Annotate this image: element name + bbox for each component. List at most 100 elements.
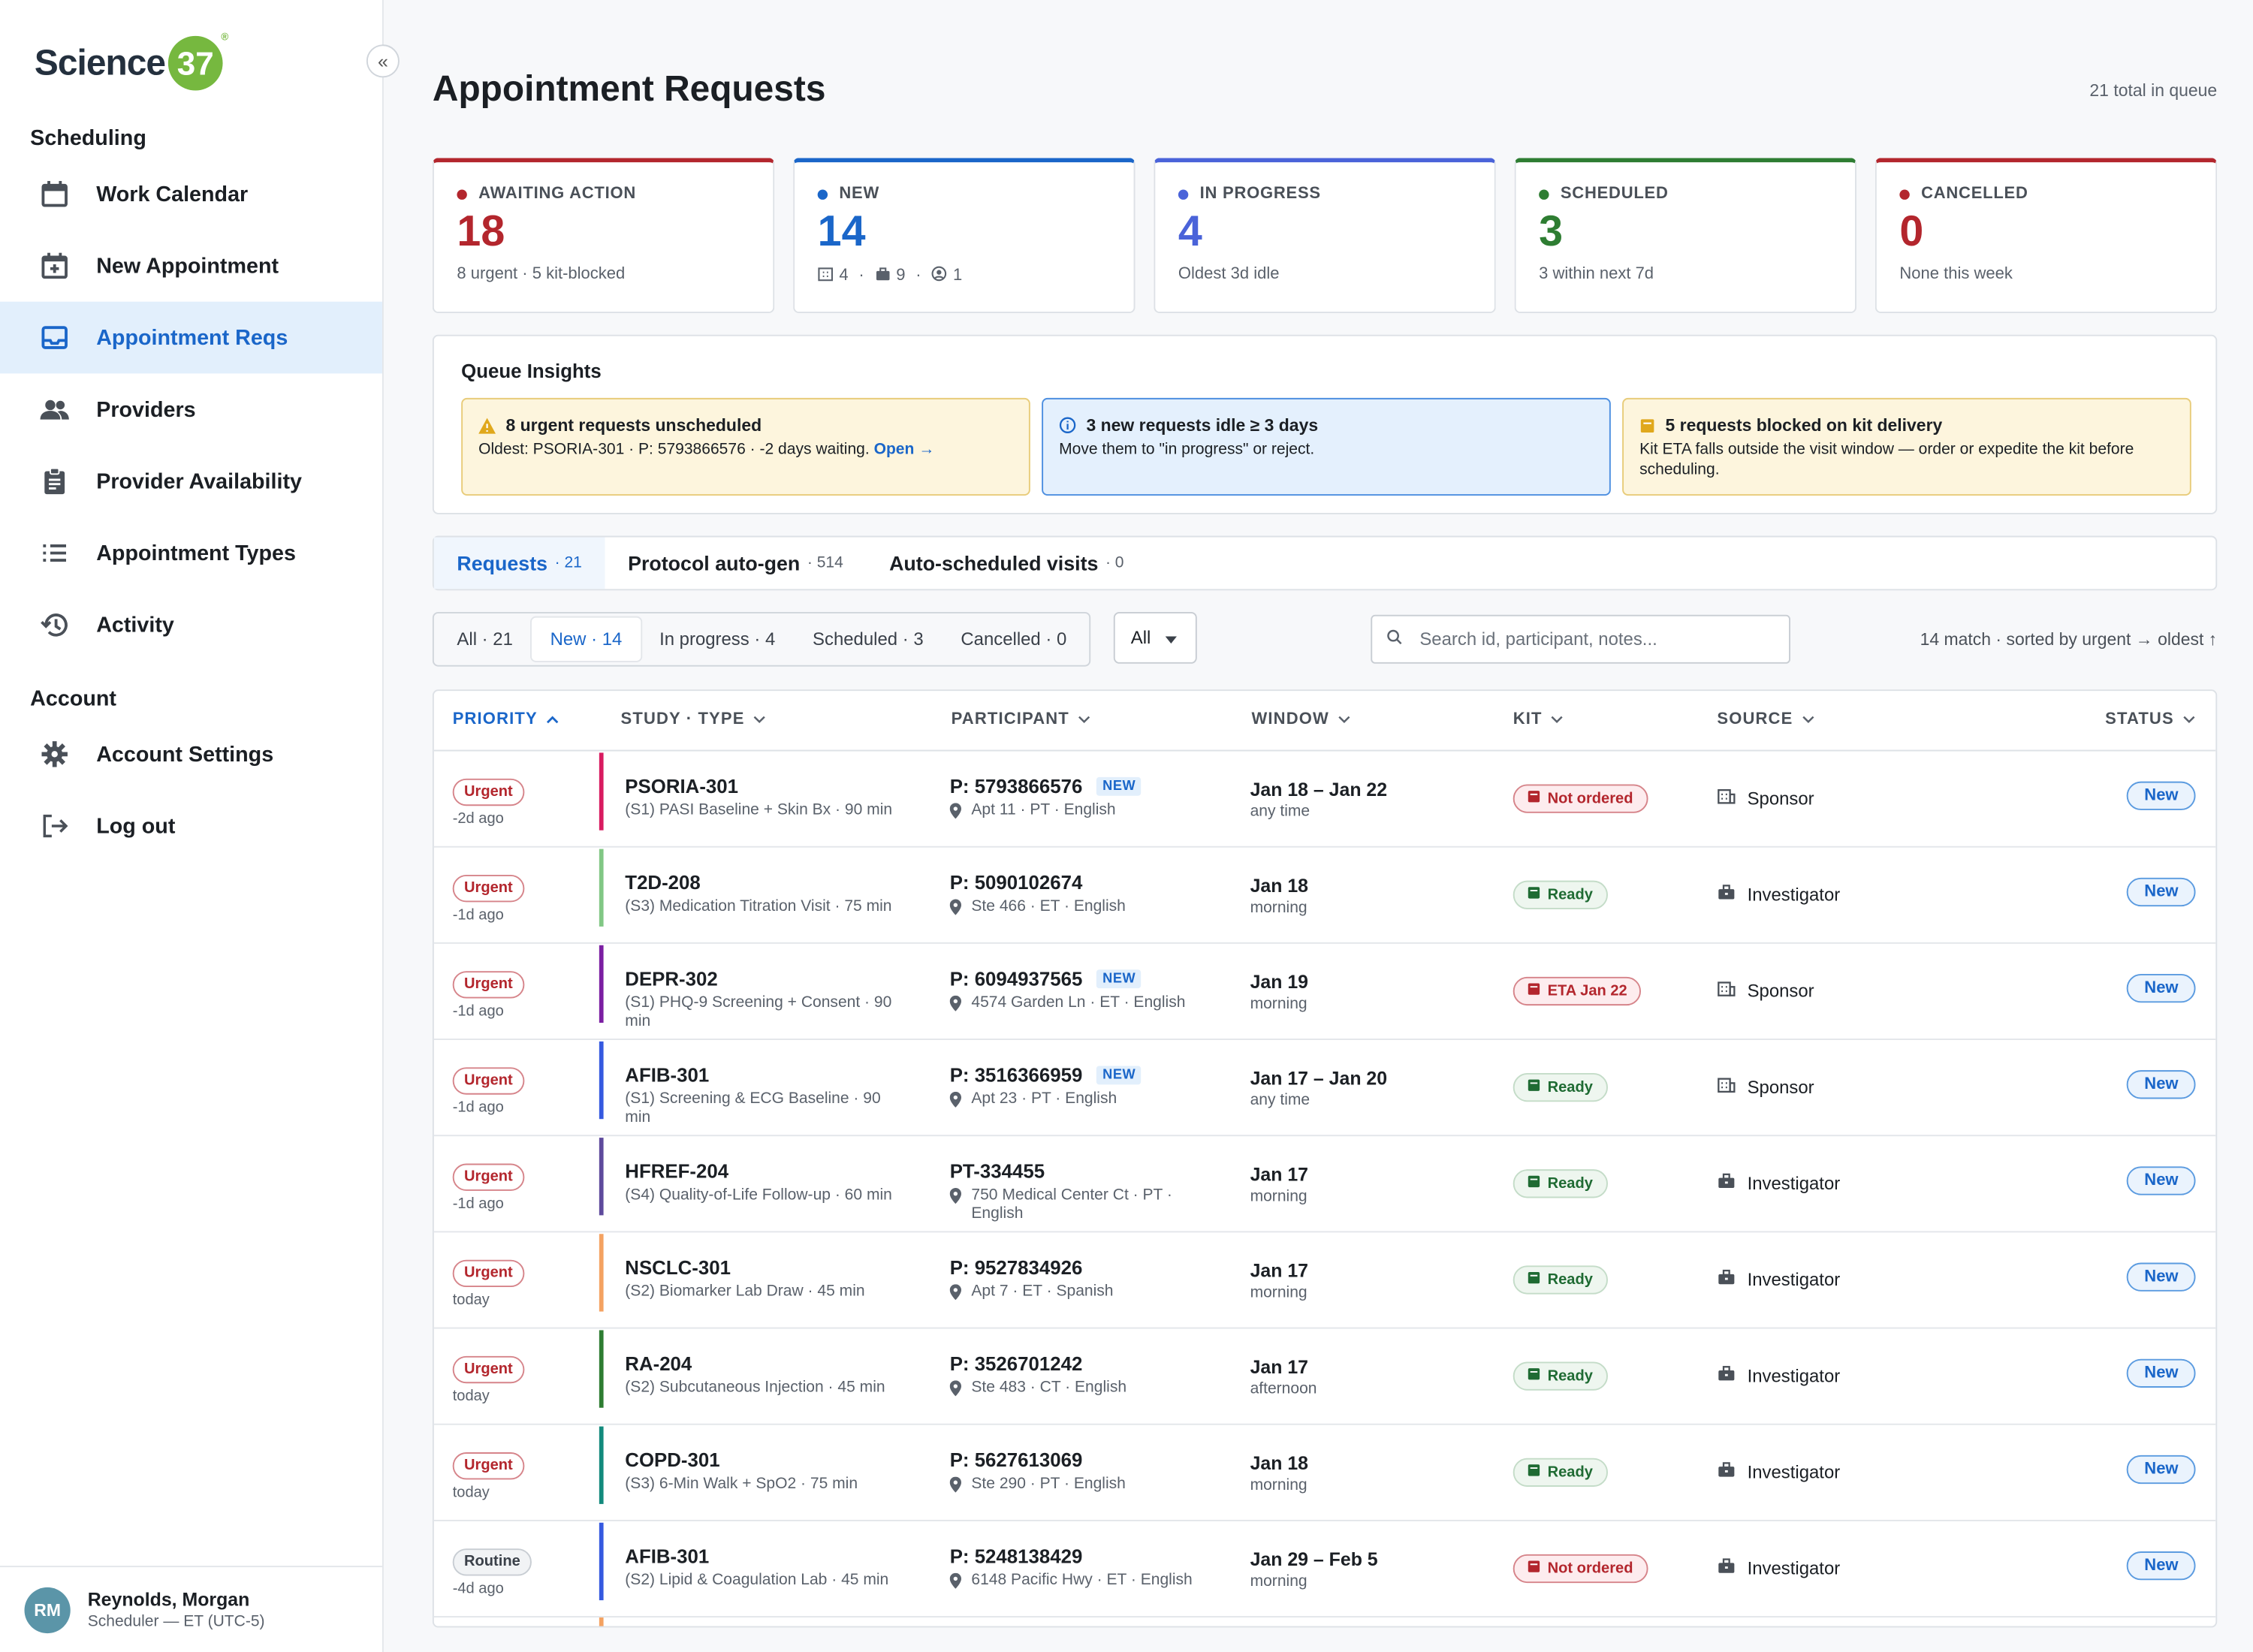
sidebar-item-new-appointment[interactable]: New Appointment (0, 230, 382, 302)
insight-kit-blocked[interactable]: 5 requests blocked on kit delivery Kit E… (1622, 397, 2191, 496)
status-badge[interactable]: New (2127, 1455, 2196, 1485)
status-badge[interactable]: New (2127, 877, 2196, 907)
sidebar-item-log-out[interactable]: Log out (0, 790, 382, 862)
kit-status-badge[interactable]: Ready (1513, 1169, 1608, 1198)
status-dot (1178, 188, 1189, 199)
kit-cell: Ready (1513, 1073, 1608, 1102)
briefcase-icon (1717, 1172, 1736, 1194)
tab-count: · 514 (807, 554, 843, 572)
table-row[interactable]: Urgent today RA-204 (S2) Subcutaneous Injec… (433, 1329, 2216, 1425)
participant-id[interactable]: P: 3516366959 (949, 1064, 1083, 1087)
sidebar-item-account-settings[interactable]: Account Settings (0, 719, 382, 791)
tab-count: · 0 (1105, 554, 1124, 572)
column-status[interactable]: STATUS (2105, 711, 2195, 728)
sidebar-item-label: Activity (96, 612, 174, 638)
briefcase-icon (1717, 1461, 1736, 1483)
search-input[interactable] (1419, 629, 1765, 650)
status-badge[interactable]: New (2127, 1262, 2196, 1292)
kit-status-badge[interactable]: Not ordered (1513, 1554, 1648, 1584)
status-badge[interactable]: New (2127, 1358, 2196, 1388)
column-priority[interactable]: PRIORITY (453, 711, 559, 728)
kpi-new[interactable]: NEW 14 4 · 9 · 1 (793, 158, 1136, 314)
user-role: Scheduler — ET (UTC-5) (87, 1613, 265, 1631)
participant-id[interactable]: P: 6094937565 (949, 968, 1083, 990)
sidebar-item-appointment-types[interactable]: Appointment Types (0, 517, 382, 589)
kpi-cancelled[interactable]: CANCELLED 0 None this week (1874, 158, 2218, 314)
column-window[interactable]: WINDOW (1251, 711, 1350, 728)
tab-requests[interactable]: Requests · 21 (433, 537, 605, 589)
column-participant[interactable]: PARTICIPANT (952, 711, 1091, 728)
tab-protocol-auto-gen[interactable]: Protocol auto-gen · 514 (605, 537, 866, 589)
window-cell: Jan 19 morning (1250, 971, 1308, 1012)
column-kit[interactable]: KIT (1513, 711, 1564, 728)
status-badge[interactable]: New (2127, 1166, 2196, 1195)
sidebar-item-activity[interactable]: Activity (0, 589, 382, 661)
table-row[interactable]: Urgent -1d ago HFREF-204 (S4) Quality-of-Li… (433, 1136, 2216, 1233)
sidebar-item-providers[interactable]: Providers (0, 373, 382, 445)
participant-id[interactable]: PT-334455 (949, 1160, 1045, 1183)
source-select[interactable]: All (1113, 611, 1197, 664)
insight-open-link[interactable]: Open → (873, 441, 935, 459)
participant-address: Ste 466 · ET · English (971, 897, 1126, 915)
table-row[interactable]: Urgent -1d ago DEPR-302 (S1) PHQ-9 Screenin… (433, 944, 2216, 1041)
status-filter-group: All · 21 New · 14 In progress · 4 Schedu… (432, 611, 1091, 667)
priority-badge: Urgent (452, 1355, 525, 1384)
status-badge[interactable]: New (2127, 974, 2196, 1003)
participant-id[interactable]: P: 5248138429 (949, 1545, 1083, 1568)
calendar-plus-icon (39, 250, 71, 282)
column-study-type[interactable]: STUDY · TYPE (621, 711, 767, 728)
collapse-sidebar-button[interactable]: « (366, 44, 400, 78)
kit-status-badge[interactable]: Ready (1513, 1458, 1608, 1487)
table-row[interactable]: Urgent today COPD-301 (S3) 6-Min Walk + SpO… (433, 1425, 2216, 1521)
participant-id[interactable]: P: 5793866576 (949, 776, 1083, 797)
table-row[interactable]: Urgent -1d ago AFIB-301 (S1) Screening & EC… (433, 1040, 2216, 1137)
kit-status-badge[interactable]: Not ordered (1513, 784, 1648, 813)
participant-id[interactable]: P: 3526701242 (949, 1353, 1083, 1375)
filter-cancelled[interactable]: Cancelled · 0 (961, 629, 1067, 650)
brand-logo[interactable]: Science 37 ® (35, 32, 228, 95)
sidebar-item-work-calendar[interactable]: Work Calendar (0, 158, 382, 230)
tab-auto-scheduled-visits[interactable]: Auto-scheduled visits · 0 (866, 537, 1147, 589)
filter-new[interactable]: New · 14 (531, 617, 641, 661)
table-row[interactable]: Urgent -2d ago PSORIA-301 (S1) PASI Baselin… (433, 751, 2216, 848)
user-profile[interactable]: RM Reynolds, Morgan Scheduler — ET (UTC-… (0, 1566, 382, 1652)
filter-in-progress[interactable]: In progress · 4 (659, 629, 776, 650)
sidebar-item-provider-availability[interactable]: Provider Availability (0, 445, 382, 517)
select-value: All (1130, 627, 1151, 648)
study-color-bar (599, 849, 604, 927)
table-row[interactable]: Urgent -1d ago T2D-208 (S3) Medication Titr… (433, 848, 2216, 944)
sidebar-item-appointment-reqs[interactable]: Appointment Reqs (0, 301, 382, 374)
source-label: Investigator (1747, 1461, 1841, 1482)
status-badge[interactable]: New (2127, 1551, 2196, 1581)
status-badge[interactable]: New (2127, 781, 2196, 810)
location-pin-icon (949, 1476, 961, 1499)
user-name: Reynolds, Morgan (87, 1588, 250, 1611)
kit-status-badge[interactable]: Ready (1513, 1265, 1608, 1295)
kpi-in-progress[interactable]: IN PROGRESS 4 Oldest 3d idle (1154, 158, 1496, 314)
table-row[interactable]: Urgent today NSCLC-301 (S2) Biomarker Lab D… (433, 1232, 2216, 1329)
insight-idle-requests[interactable]: 3 new requests idle ≥ 3 days Move them t… (1042, 397, 1611, 496)
participant-id[interactable]: P: 9527834926 (949, 1256, 1083, 1279)
participant-id[interactable]: P: 5627613069 (949, 1449, 1083, 1471)
filter-all[interactable]: All · 21 (457, 629, 513, 650)
request-age: -1d ago (452, 1195, 504, 1213)
chevron-down-icon (1338, 711, 1350, 728)
kit-status-badge[interactable]: Ready (1513, 880, 1608, 909)
tab-label: Requests (457, 551, 548, 575)
kit-cell: Not ordered (1513, 1554, 1648, 1584)
window-date: Jan 18 – Jan 22 (1250, 778, 1388, 800)
insight-urgent-unscheduled[interactable]: 8 urgent requests unscheduled Oldest: PS… (461, 397, 1030, 496)
status-badge[interactable]: New (2127, 1070, 2196, 1099)
table-row[interactable]: Routine -4d ago AFIB-301 (S2) Lipid & Coagu… (433, 1521, 2216, 1618)
chevron-down-icon (753, 711, 766, 728)
participant-id[interactable]: P: 5090102674 (949, 872, 1083, 894)
priority-badge: Urgent (452, 971, 525, 999)
kit-status-badge[interactable]: Ready (1513, 1361, 1608, 1391)
view-tabs: Requests · 21 Protocol auto-gen · 514 Auto… (432, 535, 2218, 591)
kit-status-badge[interactable]: Ready (1513, 1073, 1608, 1102)
kit-status-badge[interactable]: ETA Jan 22 (1513, 976, 1642, 1006)
kpi-scheduled[interactable]: SCHEDULED 3 3 within next 7d (1514, 158, 1856, 314)
kpi-awaiting-action[interactable]: AWAITING ACTION 18 8 urgent · 5 kit-bloc… (432, 158, 775, 314)
column-source[interactable]: SOURCE (1717, 711, 1814, 728)
filter-scheduled[interactable]: Scheduled · 3 (813, 629, 924, 650)
